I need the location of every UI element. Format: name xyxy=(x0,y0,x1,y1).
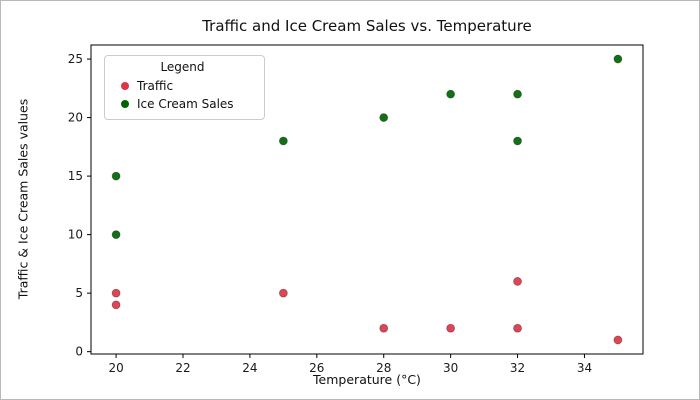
traffic-marker-icon xyxy=(121,82,129,90)
data-point-traffic xyxy=(111,300,121,310)
x-tick-label: 30 xyxy=(443,361,458,375)
data-point-traffic xyxy=(379,323,389,333)
data-point-ice-cream-sales xyxy=(111,230,121,240)
data-point-ice-cream-sales xyxy=(513,89,522,99)
y-tick-label: 0 xyxy=(75,345,83,359)
data-point-traffic xyxy=(513,277,522,286)
x-tick-label: 20 xyxy=(108,361,123,375)
legend-title: Legend xyxy=(160,60,205,74)
data-point-traffic xyxy=(278,288,288,298)
x-tick-label: 28 xyxy=(376,361,391,375)
x-tick-label: 22 xyxy=(175,361,190,375)
y-tick-label: 15 xyxy=(68,169,83,183)
data-point-ice-cream-sales xyxy=(613,54,623,64)
data-point-traffic xyxy=(613,335,623,345)
legend-item-ice-cream: Ice Cream Sales xyxy=(115,95,250,113)
x-tick-label: 34 xyxy=(577,361,592,375)
axes-frame xyxy=(90,44,644,355)
data-point-ice-cream-sales xyxy=(111,171,121,181)
y-tick-label: 5 xyxy=(75,286,83,300)
ice-cream-marker-icon xyxy=(121,100,129,108)
x-tick-label: 24 xyxy=(242,361,257,375)
y-tick-label: 25 xyxy=(68,52,83,66)
x-tick-label: 32 xyxy=(510,361,525,375)
data-point-traffic xyxy=(446,323,456,333)
y-axis-label: Traffic & Ice Cream Sales values xyxy=(15,98,31,300)
data-point-traffic xyxy=(111,288,121,298)
data-point-ice-cream-sales xyxy=(446,89,456,99)
chart-title: Traffic and Ice Cream Sales vs. Temperat… xyxy=(202,17,532,35)
y-tick-label: 10 xyxy=(68,228,83,242)
legend-label-ice-cream: Ice Cream Sales xyxy=(137,97,234,111)
data-point-ice-cream-sales xyxy=(513,136,522,146)
data-point-traffic xyxy=(513,323,522,333)
data-point-ice-cream-sales xyxy=(379,113,389,122)
x-axis-label: Temperature (°C) xyxy=(313,372,421,387)
legend-item-traffic: Traffic xyxy=(115,77,250,95)
legend-label-traffic: Traffic xyxy=(137,79,174,93)
legend: Legend Traffic Ice Cream Sales xyxy=(104,55,265,120)
y-tick-label: 20 xyxy=(68,111,83,125)
x-tick-label: 26 xyxy=(309,361,324,375)
data-point-ice-cream-sales xyxy=(278,136,288,146)
